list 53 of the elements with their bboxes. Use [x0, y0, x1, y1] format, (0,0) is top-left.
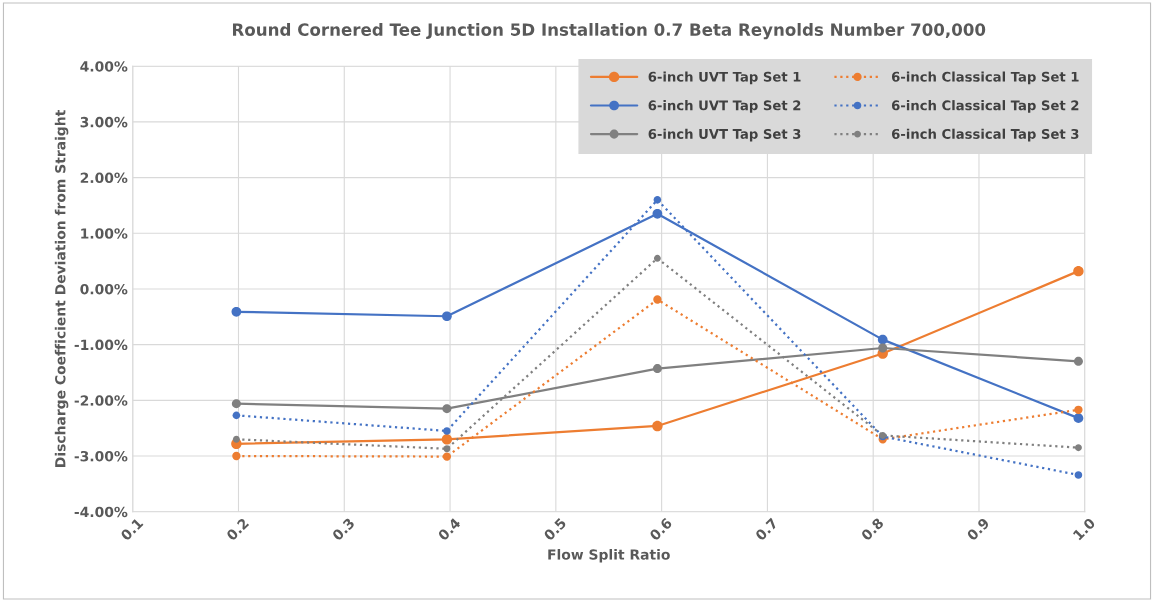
point [1074, 471, 1083, 479]
point [232, 451, 241, 461]
point [653, 196, 662, 204]
point [232, 411, 241, 420]
y-tick-label: 4.00% [80, 61, 128, 72]
point [1074, 405, 1083, 414]
point [442, 404, 452, 414]
y-tick-label: 2.00% [80, 172, 128, 184]
y-axis-title: Discharge Coefficient Deviation from Straight [54, 110, 69, 467]
y-tick-label: 0.00% [80, 283, 128, 295]
point [653, 295, 662, 304]
x-axis-title: Flow Split Ratio [548, 549, 670, 563]
point [1073, 356, 1083, 366]
chart-title: Round Cornered Tee Junction 5D Installation 0.7 Beta Reynolds Number 700,000 [233, 23, 986, 40]
legend-label: 6-inch Classical Tap Set 3 [891, 128, 1079, 142]
legend-label: 6-inch UVT Tap Set 2 [648, 100, 801, 113]
point [231, 306, 242, 317]
point [877, 334, 888, 345]
legend-label: 6-inch Classical Tap Set 1 [891, 71, 1079, 85]
point [232, 435, 240, 443]
point [878, 343, 888, 353]
y-tick-label: -2.00% [74, 395, 128, 406]
x-tick-label: 0.2 [225, 517, 250, 542]
point [441, 434, 453, 445]
y-tick-label: 1.00% [81, 228, 128, 239]
x-tick-label: 0.9 [966, 517, 990, 542]
point [653, 254, 661, 262]
x-tick-label: 0.6 [648, 517, 673, 542]
x-tick-label: 1.0 [1072, 517, 1096, 541]
legend-label: 6-inch UVT Tap Set 3 [648, 128, 801, 142]
point [1074, 444, 1082, 452]
point [442, 311, 452, 322]
point [652, 208, 663, 219]
legend-label: 6-inch UVT Tap Set 1 [648, 71, 801, 85]
y-tick-label: -4.00% [74, 506, 128, 518]
x-tick-label: 0.8 [860, 517, 885, 542]
point [652, 364, 662, 374]
x-tick-label: 0.1 [119, 517, 144, 542]
point [652, 420, 663, 432]
x-tick-label: 0.7 [754, 517, 779, 542]
point [1073, 265, 1084, 277]
y-tick-label: -1.00% [74, 339, 128, 351]
x-tick-label: 0.3 [331, 517, 356, 542]
point [443, 427, 451, 435]
x-tick-label: 0.5 [543, 517, 567, 542]
point [231, 399, 241, 409]
legend-label: 6-inch Classical Tap Set 2 [891, 100, 1079, 113]
y-tick-label: -3.00% [74, 450, 128, 462]
x-tick-label: 0.4 [437, 517, 462, 542]
point [443, 445, 451, 453]
y-tick-label: 3.00% [80, 116, 128, 128]
point [442, 452, 452, 461]
point [1073, 413, 1084, 424]
